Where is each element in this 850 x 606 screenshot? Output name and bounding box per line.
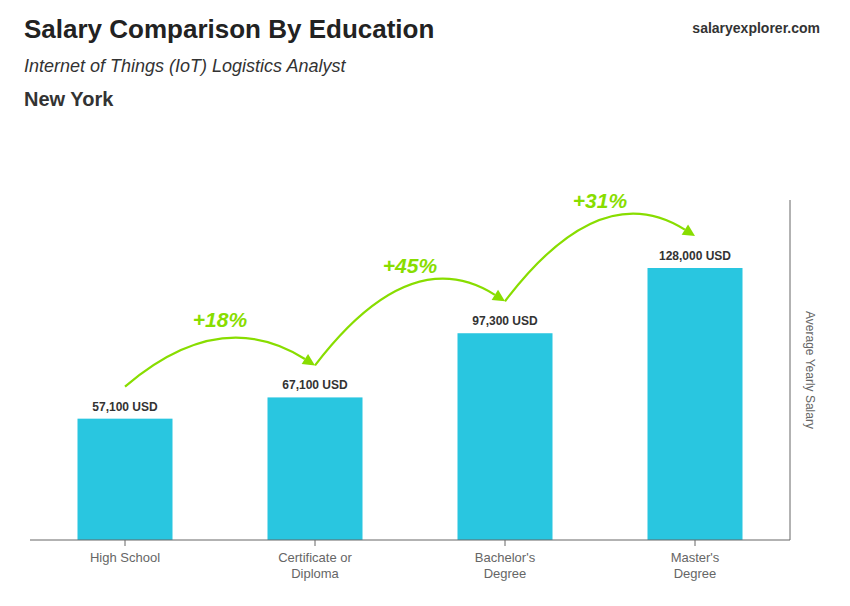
svg-text:Average Yearly Salary: Average Yearly Salary <box>803 311 817 429</box>
svg-text:Master'sDegree: Master'sDegree <box>671 550 720 581</box>
svg-text:Certificate orDiploma: Certificate orDiploma <box>278 550 352 581</box>
html-text:New York: New York <box>24 88 114 110</box>
svg-text:Bachelor'sDegree: Bachelor'sDegree <box>475 550 536 581</box>
svg-text:67,100 USD: 67,100 USD <box>282 378 348 392</box>
svg-text:+31%: +31% <box>573 189 628 212</box>
html-text:salary explorer.com: salary explorer.com <box>692 20 820 36</box>
svg-text:57,100 USD: 57,100 USD <box>92 400 158 414</box>
svg-text:+18%: +18% <box>193 308 248 331</box>
html-text:Internet of Things (IoT) Logis: Internet of Things (IoT) Logistics Analy… <box>24 56 346 76</box>
svg-text:High School: High School <box>90 550 160 565</box>
svg-text:+45%: +45% <box>383 254 438 277</box>
svg-text:97,300 USD: 97,300 USD <box>472 314 538 328</box>
html-text:Salary Comparison By Education: Salary Comparison By Education <box>24 14 435 44</box>
svg-text:128,000 USD: 128,000 USD <box>659 249 731 263</box>
